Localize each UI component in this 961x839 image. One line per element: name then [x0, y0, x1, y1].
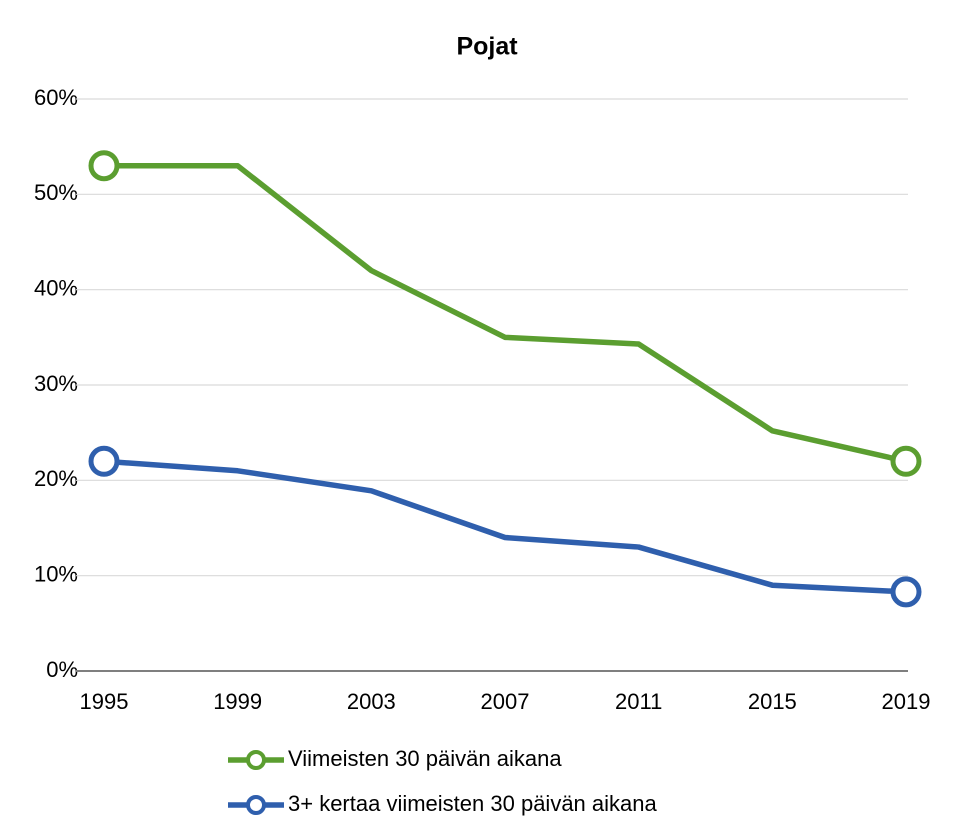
marker	[88, 445, 120, 477]
legend-label: Viimeisten 30 päivän aikana	[288, 746, 562, 771]
legend-label: 3+ kertaa viimeisten 30 päivän aikana	[288, 791, 657, 816]
x-tick-label: 1999	[213, 689, 262, 714]
x-tick-label: 2019	[882, 689, 931, 714]
x-tick-label: 2011	[615, 689, 662, 714]
chart-title: Pojat	[456, 33, 518, 61]
marker	[890, 576, 922, 608]
series-line	[103, 458, 907, 595]
y-tick-label: 30%	[34, 371, 78, 396]
marker	[890, 445, 922, 477]
y-tick-label: 20%	[34, 466, 78, 491]
x-tick-label: 2003	[347, 689, 396, 714]
x-tick-label: 2015	[748, 689, 797, 714]
y-tick-label: 50%	[34, 180, 78, 205]
series-line	[104, 162, 907, 464]
legend-marker	[246, 750, 266, 770]
y-tick-label: 0%	[46, 657, 78, 682]
y-tick-label: 10%	[34, 561, 78, 586]
y-tick-label: 40%	[34, 275, 78, 300]
marker	[88, 150, 120, 182]
x-tick-label: 2007	[481, 689, 530, 714]
legend-marker	[246, 795, 266, 815]
x-tick-label: 1995	[80, 689, 129, 714]
y-tick-label: 60%	[34, 85, 78, 110]
